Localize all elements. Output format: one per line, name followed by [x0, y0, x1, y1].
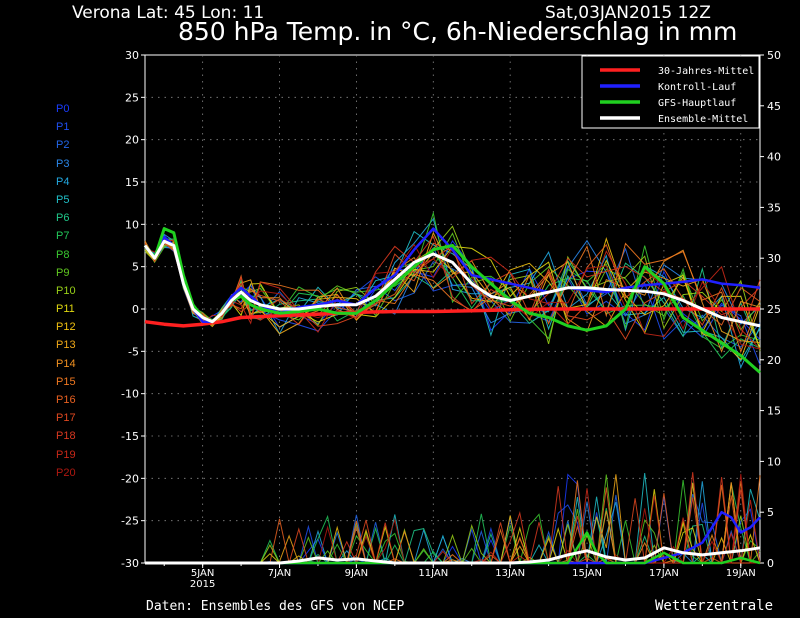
y-right-tick-label: 20: [767, 354, 781, 367]
precip-line-gfs-hauptlauf: [145, 531, 761, 565]
x-tick-label-5jan: 5JAN: [191, 568, 214, 579]
y-left-tick-label: 25: [125, 91, 139, 104]
y-left-tick-label: -25: [121, 515, 139, 528]
member-p2: P2: [56, 139, 70, 152]
member-p5: P5: [56, 193, 70, 206]
y-left-tick-label: -30: [121, 557, 139, 570]
ensemble-member-list: P0 P1 P2 P3 P4 P5 P6 P7 P8 P9 P10 P11 P12 P13 P14 P15 P1…: [56, 100, 76, 482]
y-left-tick-label: 30: [125, 49, 139, 62]
legend-label-kontroll-lauf: Kontroll-Lauf: [658, 82, 736, 93]
member-p13: P13: [56, 339, 76, 352]
temp-line-30-jahres-mittel: [144, 307, 760, 328]
x-tick-label-17jan: 17JAN: [649, 568, 679, 579]
y-right-tick-label: 35: [767, 201, 781, 214]
legend-label-30-jahres-mittel: 30-Jahres-Mittel: [658, 66, 754, 77]
y-left-tick-label: 0: [132, 303, 139, 316]
x-tick-label-9jan: 9JAN: [345, 568, 368, 579]
y-left-tick-label: -20: [121, 472, 139, 485]
y-right-tick-label: 15: [767, 405, 781, 418]
y-left-tick-label: 15: [125, 176, 139, 189]
x-tick-label-15jan: 15JAN: [572, 568, 602, 579]
y-left-tick-label: 20: [125, 134, 139, 147]
chart-title: 850 hPa Temp. in °C, 6h-Niederschlag in …: [178, 17, 738, 46]
x-tick-label-13jan: 13JAN: [495, 568, 525, 579]
y-right-tick-label: 45: [767, 100, 781, 113]
member-precip-p2: [145, 493, 760, 565]
member-p18: P18: [56, 430, 76, 443]
y-left-tick-label: -15: [121, 430, 139, 443]
precip-line-ensemble-mittel: [145, 546, 761, 565]
temp-line-kontroll-lauf: [144, 227, 761, 323]
x-tick-label-11jan: 11JAN: [418, 568, 448, 579]
member-p19: P19: [56, 448, 76, 461]
legend-label-ensemble-mittel: Ensemble-Mittel: [658, 114, 748, 125]
member-p11: P11: [56, 303, 75, 316]
member-p0: P0: [56, 103, 70, 115]
y-right-tick-label: 30: [767, 252, 781, 265]
y-right-tick-label: 5: [767, 506, 774, 519]
y-right-tick-label: 50: [767, 49, 781, 62]
x-tick-year-label: 2015: [190, 579, 215, 590]
member-p6: P6: [56, 212, 70, 225]
member-p4: P4: [56, 175, 70, 188]
y-right-tick-label: 10: [767, 455, 781, 468]
member-p14: P14: [56, 357, 76, 370]
x-tick-label-19jan: 19JAN: [726, 568, 756, 579]
member-p12: P12: [56, 321, 76, 334]
member-precip-p1: [145, 496, 760, 565]
brand-label: Wetterzentrale: [655, 598, 774, 614]
run-date-label: Sat,03JAN2015 12Z: [545, 3, 711, 23]
member-p17: P17: [56, 412, 76, 425]
y-left-tick-label: -5: [128, 345, 139, 358]
member-p1: P1: [56, 121, 70, 134]
y-left-tick-label: 5: [132, 261, 139, 274]
member-p15: P15: [56, 375, 76, 388]
member-p3: P3: [56, 157, 70, 170]
location-label: Verona Lat: 45 Lon: 11: [72, 3, 265, 23]
member-p16: P16: [56, 394, 76, 406]
member-p20: P20: [56, 466, 76, 479]
legend-label-gfs-hauptlauf: GFS-Hauptlauf: [658, 98, 736, 109]
member-trace-p18: [144, 235, 761, 326]
temp-line-ensemble-mittel: [143, 239, 761, 328]
y-left-tick-label: 10: [125, 218, 139, 231]
member-p9: P9: [56, 266, 70, 279]
y-right-tick-label: 0: [767, 557, 774, 570]
y-right-tick-label: 40: [767, 151, 781, 164]
member-p10: P10: [56, 284, 76, 297]
member-p7: P7: [56, 230, 70, 243]
y-left-tick-label: -10: [121, 388, 139, 401]
member-p8: P8: [56, 248, 70, 261]
y-right-tick-label: 25: [767, 303, 781, 316]
data-credit: Daten: Ensembles des GFS von NCEP: [146, 599, 405, 614]
legend-box: [581, 55, 760, 129]
x-tick-label-7jan: 7JAN: [268, 568, 291, 579]
member-precip-p17: [145, 497, 760, 564]
